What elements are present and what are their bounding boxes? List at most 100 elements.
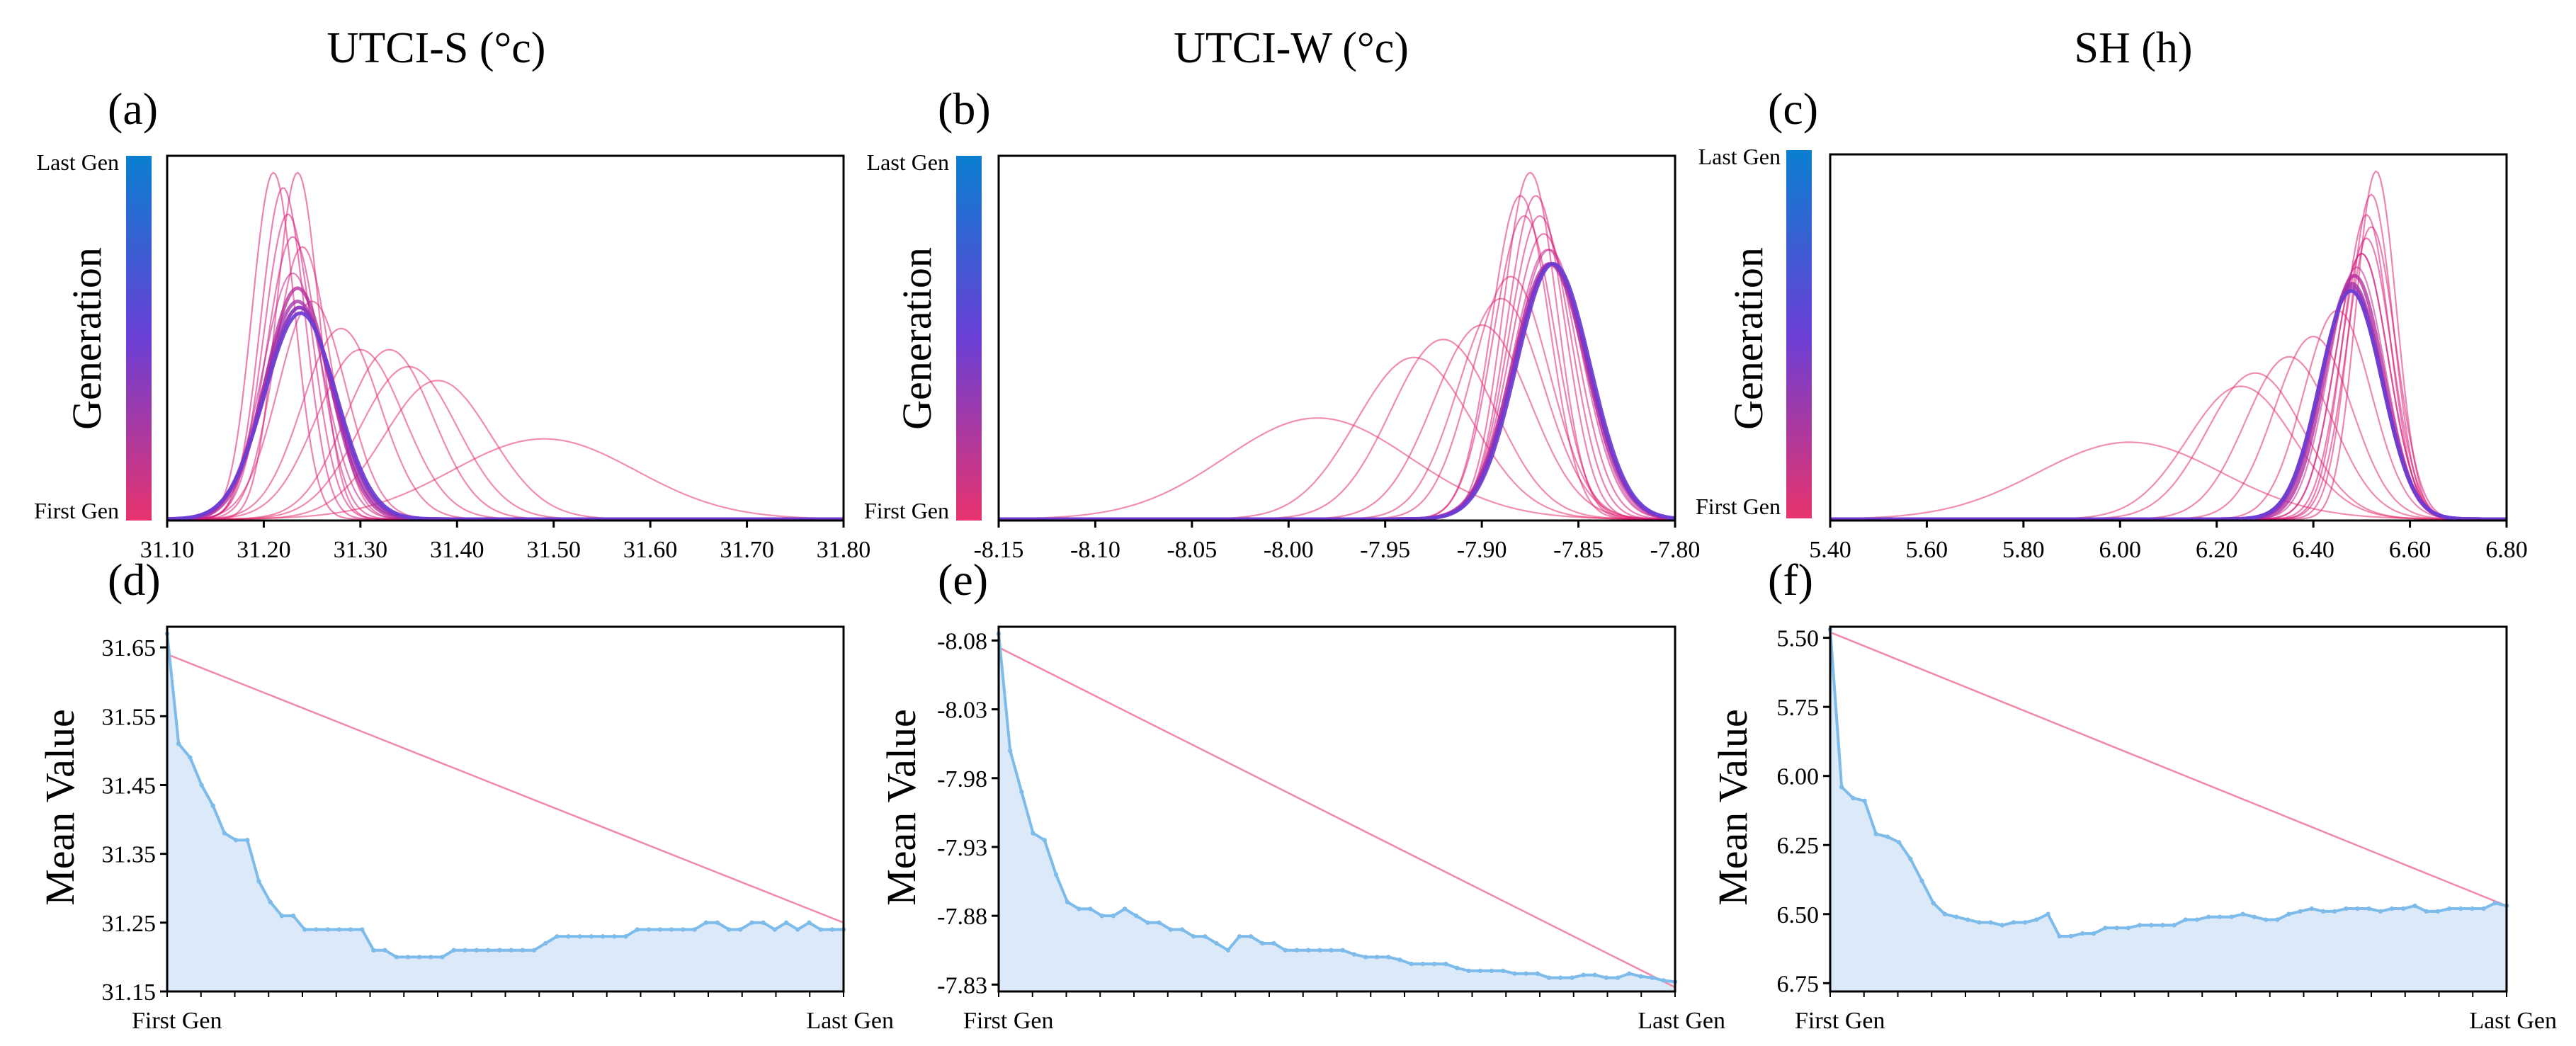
- y-tick-label: -8.03: [937, 698, 987, 724]
- x-ticks-c: 5.40 5.60 5.80 6.00 6.20 6.40 6.60 6.80: [1809, 521, 2528, 563]
- mean-point: [531, 948, 537, 953]
- mean-point: [2057, 933, 2062, 939]
- density-panel-c: Last Gen First Gen Generation 5.40 5.60 5.…: [1696, 144, 2528, 563]
- y-axis-label-a: Generation: [64, 247, 110, 430]
- x-tick-label: 31.10: [140, 537, 195, 563]
- mean-point: [2092, 931, 2096, 936]
- y-ticks-e: -8.08 -8.03 -7.98 -7.93 -7.88 -7.83: [937, 628, 1676, 999]
- mean-point: [761, 920, 766, 926]
- mean-point: [2194, 917, 2200, 922]
- plot-frame-b: [997, 154, 1676, 522]
- mean-point: [1214, 940, 1219, 946]
- mean-point: [577, 934, 582, 939]
- x-tick-label: 6.80: [2485, 537, 2528, 563]
- x-label-last-e: Last Gen: [1638, 1008, 1725, 1034]
- mean-point: [1650, 975, 1655, 980]
- mean-point: [1248, 934, 1254, 939]
- y-tick-label: 31.65: [102, 635, 157, 661]
- y-tick-label: -7.83: [937, 972, 987, 999]
- mean-point: [1042, 838, 1047, 843]
- mean-point: [1489, 968, 1494, 974]
- mean-point: [1283, 948, 1288, 953]
- mean-point: [405, 955, 411, 960]
- x-ticks-a: 31.10 31.20 31.30 31.40 31.50 31.60 31.70 31.80: [140, 521, 871, 563]
- density-curve-gen-10: [999, 215, 1675, 521]
- mean-point: [2458, 906, 2463, 911]
- x-tick-label: 5.40: [1809, 537, 1851, 563]
- mean-point: [1007, 748, 1013, 754]
- density-curve-gen-7: [999, 195, 1675, 521]
- mean-point: [1592, 972, 1597, 977]
- mean-panel-f: Mean Value 5.50 5.75 6.00 6.25 6.50 6.75 Firs…: [1710, 625, 2557, 1034]
- x-label-first-e: First Gen: [963, 1008, 1054, 1034]
- mean-panel-e: Mean Value -8.08 -8.03 -7.98 -7.93 -7.88 -7.8…: [878, 625, 1725, 1034]
- mean-point: [1099, 913, 1104, 919]
- plot-frame-a: [166, 154, 845, 522]
- mean-point: [2114, 926, 2119, 931]
- mean-point: [1896, 840, 1902, 845]
- mean-point: [1351, 952, 1356, 957]
- x-tick-label: 31.70: [720, 537, 774, 563]
- y-tick-label: 6.25: [1777, 833, 1820, 859]
- mean-point: [1329, 948, 1334, 953]
- y-axis-label-e: Mean Value: [878, 709, 924, 906]
- density-curve-gen-10: [167, 171, 844, 521]
- x-tick-label: 31.80: [817, 537, 871, 563]
- y-tick-label: 31.45: [102, 773, 157, 799]
- density-curve-gen-20: [166, 311, 844, 521]
- density-curve-gen-1: [999, 417, 1675, 520]
- mean-point: [199, 783, 204, 788]
- mean-point: [290, 913, 296, 919]
- mean-point: [1535, 971, 1540, 976]
- mean-point: [1271, 940, 1276, 946]
- mean-area-fill: [167, 633, 844, 991]
- mean-point: [1627, 971, 1632, 976]
- mean-point: [1873, 831, 1878, 836]
- density-curve-gen-11: [999, 215, 1675, 521]
- y-tick-label: 5.50: [1777, 626, 1820, 652]
- mean-point: [566, 934, 571, 939]
- mean-point: [1615, 975, 1621, 980]
- mean-point: [1179, 927, 1185, 932]
- mean-point: [2298, 909, 2303, 914]
- panel-label-d: (d): [108, 555, 161, 605]
- colorbar-bottom-label-b: First Gen: [864, 498, 949, 523]
- mean-point: [497, 948, 502, 953]
- mean-point: [1088, 906, 1093, 911]
- mean-point: [1203, 934, 1208, 939]
- mean-point: [1988, 920, 1993, 925]
- mean-point: [795, 927, 800, 932]
- mean-point: [2424, 909, 2429, 914]
- mean-point: [509, 948, 514, 953]
- mean-point: [2022, 920, 2028, 925]
- y-tick-label: 6.75: [1777, 971, 1820, 997]
- x-tick-label: -8.10: [1070, 537, 1120, 563]
- mean-point: [2389, 906, 2395, 911]
- mean-point: [829, 927, 835, 932]
- x-tick-label: -7.90: [1457, 537, 1507, 563]
- x-tick-label: 5.80: [2002, 537, 2045, 563]
- mean-point: [1501, 968, 1506, 974]
- x-tick-label: 6.20: [2196, 537, 2238, 563]
- x-label-last-f: Last Gen: [2469, 1008, 2557, 1034]
- mean-point: [1443, 961, 1448, 967]
- x-tick-label: 31.50: [526, 537, 581, 563]
- x-tick-label: 31.30: [334, 537, 388, 563]
- y-tick-label: -7.98: [937, 766, 987, 792]
- mean-point: [1065, 899, 1070, 904]
- curves-a: [166, 171, 844, 521]
- panel-label-f: (f): [1768, 555, 1813, 605]
- density-curve-gen-11: [167, 187, 844, 521]
- mean-point: [520, 948, 525, 953]
- mean-point: [2470, 906, 2475, 911]
- y-axis-label-b: Generation: [894, 247, 940, 430]
- mean-point: [2183, 917, 2188, 922]
- panel-label-c: (c): [1768, 84, 1818, 134]
- mean-point: [2435, 909, 2441, 914]
- mean-point: [1908, 856, 1913, 861]
- density-curve-gen-3: [167, 365, 844, 521]
- mean-point: [818, 927, 823, 932]
- mean-point: [681, 927, 686, 932]
- curves-c: [1829, 170, 2507, 521]
- density-curve-gen-9: [167, 171, 844, 521]
